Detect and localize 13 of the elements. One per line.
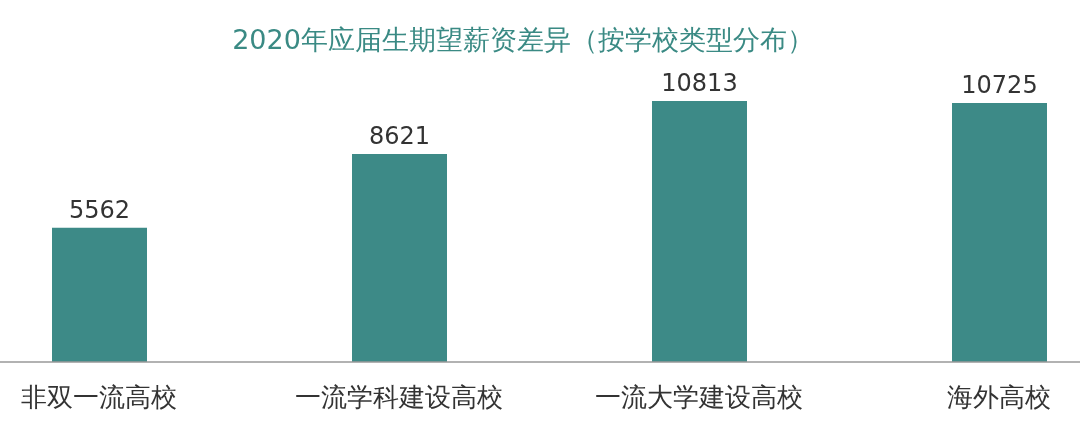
bar <box>652 101 747 362</box>
x-tick-label: 一流大学建设高校 <box>595 382 803 413</box>
x-tick-label: 海外高校 <box>947 382 1051 413</box>
chart-title: 2020年应届生期望薪资差异（按学校类型分布） <box>231 23 815 57</box>
data-label: 10725 <box>961 71 1038 100</box>
bar <box>352 153 447 362</box>
x-tick-label: 非双一流高校 <box>21 382 177 413</box>
bar <box>52 227 147 362</box>
data-label: 8621 <box>368 121 431 150</box>
x-tick-label: 一流学科建设高校 <box>295 382 503 413</box>
data-label: 5562 <box>68 195 131 224</box>
bar <box>952 103 1047 362</box>
data-label: 10813 <box>661 69 738 97</box>
